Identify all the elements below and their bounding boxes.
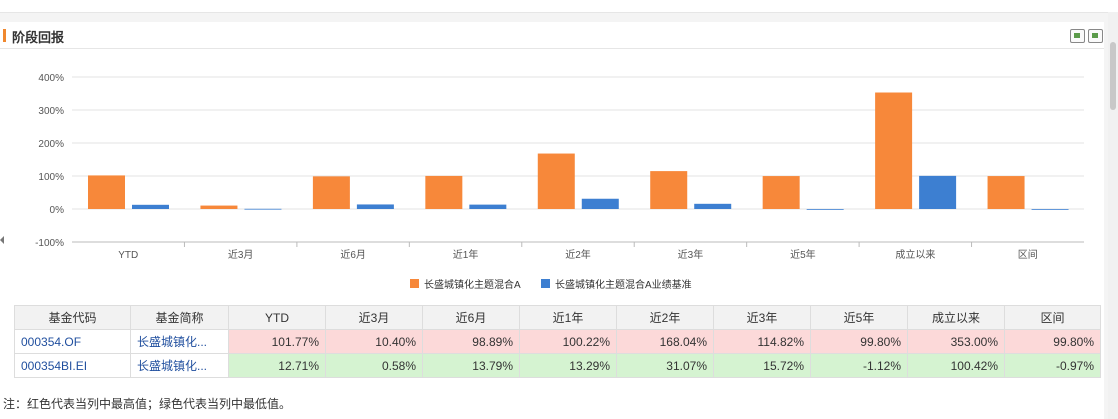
cell-3m: 0.58%	[325, 353, 423, 378]
bar-benchmark[interactable]	[132, 204, 169, 209]
x-tick-label: 近3年	[678, 248, 704, 261]
y-tick-label: 400%	[38, 73, 64, 84]
header-interval: 区间	[1004, 305, 1101, 330]
x-tick-label: 成立以来	[895, 248, 935, 261]
header-1y: 近1年	[519, 305, 617, 330]
returns-bar-chart: -100% 0% 100% 200% 300% 400% YTD 近3月 近6月 近1年 近2年 近3…	[35, 73, 1084, 261]
cell-2y: 168.04%	[616, 329, 714, 354]
table-row: 000354BI.EI 长盛城镇化... 12.71% 0.58% 13.79%…	[14, 353, 1101, 378]
fund-code-link[interactable]: 000354.OF	[14, 329, 131, 354]
header-ytd: YTD	[228, 305, 326, 330]
header-2y: 近2年	[616, 305, 714, 330]
bar-fund[interactable]	[875, 92, 913, 209]
table-row: 000354.OF 长盛城镇化... 101.77% 10.40% 98.89%…	[14, 329, 1101, 354]
cell-interval: -0.97%	[1004, 353, 1101, 378]
collapse-arrow-icon[interactable]	[0, 236, 4, 244]
header-3m: 近3月	[325, 305, 423, 330]
legend-label-benchmark: 长盛城镇化主题混合A业绩基准	[555, 280, 692, 291]
x-tick-label: 区间	[1018, 248, 1038, 261]
header-name: 基金简称	[130, 305, 229, 330]
x-tick-label: 近2年	[565, 248, 591, 261]
x-tick-label: 近1年	[453, 248, 479, 261]
cell-1y: 13.29%	[519, 353, 617, 378]
scrollbar-thumb[interactable]	[1110, 42, 1116, 110]
legend-swatch-benchmark	[541, 279, 550, 288]
stage-returns-panel: 阶段回报 -100% 0% 100% 200% 300% 400% YTD 近3月 近6月 近1年…	[0, 22, 1104, 419]
bar-benchmark[interactable]	[806, 209, 844, 210]
bar-benchmark[interactable]	[1031, 209, 1069, 210]
bar-benchmark[interactable]	[469, 204, 507, 209]
bar-benchmark[interactable]	[581, 198, 619, 209]
header-since-inception: 成立以来	[907, 305, 1005, 330]
excel-export-icon[interactable]	[1088, 29, 1103, 43]
benchmark-name-link[interactable]: 长盛城镇化...	[130, 353, 229, 378]
bar-benchmark[interactable]	[694, 203, 732, 209]
legend-item-fund[interactable]: 长盛城镇化主题混合A	[410, 276, 521, 291]
x-tick-label: 近3月	[228, 248, 254, 261]
cell-6m: 98.89%	[422, 329, 520, 354]
returns-table: 基金代码 基金简称 YTD 近3月 近6月 近1年 近2年 近3年 近5年 成立…	[14, 305, 1101, 378]
section-header: 阶段回报	[0, 22, 1104, 49]
cell-ytd: 101.77%	[228, 329, 326, 354]
legend-label-fund: 长盛城镇化主题混合A	[424, 280, 521, 291]
cell-6m: 13.79%	[422, 353, 520, 378]
cell-3y: 15.72%	[713, 353, 811, 378]
image-export-icon[interactable]	[1070, 29, 1085, 43]
y-tick-label: 100%	[38, 172, 64, 183]
x-tick-label: YTD	[118, 250, 138, 261]
bar-fund[interactable]	[312, 176, 350, 209]
header-code: 基金代码	[14, 305, 131, 330]
section-title: 阶段回报	[12, 30, 65, 45]
header-5y: 近5年	[810, 305, 908, 330]
bar-benchmark[interactable]	[356, 204, 394, 209]
bar-benchmark[interactable]	[244, 208, 282, 210]
cell-interval: 99.80%	[1004, 329, 1101, 354]
cell-3m: 10.40%	[325, 329, 423, 354]
cell-ytd: 12.71%	[228, 353, 326, 378]
header-3y: 近3年	[713, 305, 811, 330]
cell-5y: 99.80%	[810, 329, 908, 354]
bar-fund[interactable]	[987, 176, 1025, 209]
cell-since-inception: 100.42%	[907, 353, 1005, 378]
scrollbar-track[interactable]	[1108, 12, 1118, 419]
cell-1y: 100.22%	[519, 329, 617, 354]
title-accent-bar	[3, 29, 6, 42]
legend-swatch-fund	[410, 279, 419, 288]
header-6m: 近6月	[422, 305, 520, 330]
bar-fund[interactable]	[425, 175, 463, 209]
bar-fund[interactable]	[200, 205, 238, 209]
y-tick-label: 300%	[38, 106, 64, 117]
cell-3y: 114.82%	[713, 329, 811, 354]
bar-fund[interactable]	[762, 176, 800, 209]
bar-fund[interactable]	[650, 171, 688, 209]
cell-5y: -1.12%	[810, 353, 908, 378]
bar-fund[interactable]	[88, 175, 125, 209]
y-tick-label: 0%	[50, 205, 65, 216]
y-tick-label: 200%	[38, 139, 64, 150]
cell-2y: 31.07%	[616, 353, 714, 378]
table-header-row: 基金代码 基金简称 YTD 近3月 近6月 近1年 近2年 近3年 近5年 成立…	[14, 305, 1101, 330]
legend-item-benchmark[interactable]: 长盛城镇化主题混合A业绩基准	[541, 276, 692, 291]
footnote: 注：红色代表当列中最高值；绿色代表当列中最低值。	[3, 397, 292, 411]
fund-name-link[interactable]: 长盛城镇化...	[130, 329, 229, 354]
top-bar	[0, 0, 1118, 13]
bar-benchmark[interactable]	[919, 175, 957, 209]
cell-since-inception: 353.00%	[907, 329, 1005, 354]
bar-fund[interactable]	[537, 153, 575, 209]
y-tick-label: -100%	[35, 238, 64, 249]
x-tick-label: 近6月	[340, 248, 366, 261]
x-tick-label: 近5年	[790, 248, 816, 261]
benchmark-code-link[interactable]: 000354BI.EI	[14, 353, 131, 378]
